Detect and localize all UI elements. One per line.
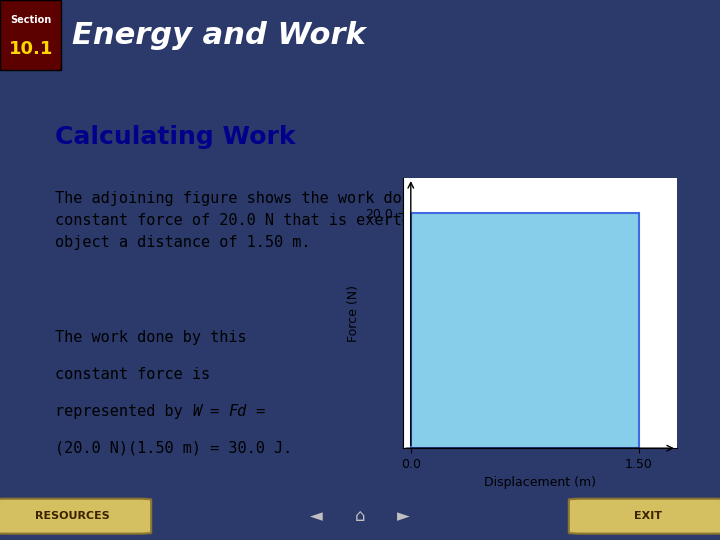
X-axis label: Displacement (m): Displacement (m) <box>484 476 596 489</box>
Text: RESOURCES: RESOURCES <box>35 511 109 521</box>
Text: ◄: ◄ <box>310 507 323 525</box>
Text: The work done by this: The work done by this <box>55 330 247 345</box>
Text: (20.0 N)(1.50 m) = 30.0 J.: (20.0 N)(1.50 m) = 30.0 J. <box>55 441 292 456</box>
Text: Fd: Fd <box>229 404 247 419</box>
Y-axis label: Force (N): Force (N) <box>347 285 360 342</box>
Text: Calculating Work: Calculating Work <box>55 125 296 149</box>
FancyBboxPatch shape <box>0 499 151 534</box>
Text: W: W <box>192 404 202 419</box>
Text: represented by: represented by <box>55 404 192 419</box>
Text: =: = <box>202 404 229 419</box>
FancyBboxPatch shape <box>0 0 61 70</box>
Bar <box>411 213 639 448</box>
FancyBboxPatch shape <box>569 499 720 534</box>
Text: ⌂: ⌂ <box>355 507 365 525</box>
Text: constant force is: constant force is <box>55 367 210 382</box>
Text: 10.1: 10.1 <box>9 40 53 58</box>
Text: Section: Section <box>10 15 52 25</box>
Text: =: = <box>247 404 265 419</box>
Text: ►: ► <box>397 507 410 525</box>
Text: Energy and Work: Energy and Work <box>72 21 366 50</box>
Text: EXIT: EXIT <box>634 511 662 521</box>
Text: The adjoining figure shows the work done by a
constant force of 20.0 N that is e: The adjoining figure shows the work done… <box>55 191 521 250</box>
